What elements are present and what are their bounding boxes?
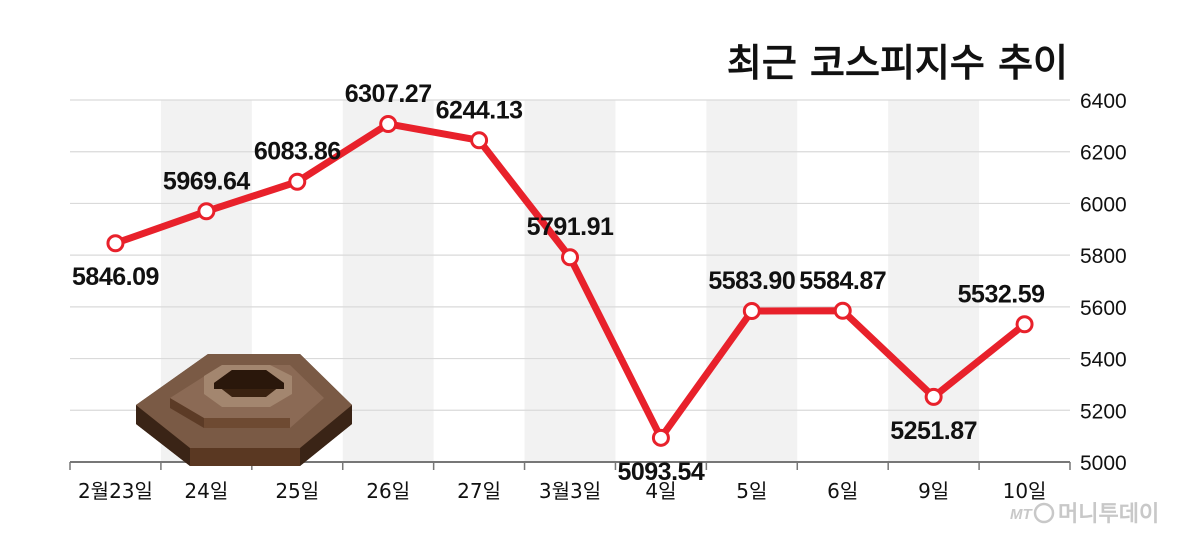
x-tick-label: 24일 [184,479,228,503]
data-label: 5846.09 [72,263,159,291]
y-tick-label: 5200 [1080,400,1127,423]
data-point [924,387,943,406]
data-point [651,428,670,447]
x-axis-ticks: 2월23일 24일 25일 26일 27일 3월3일 4일 5일 6일 9일 10일 [69,462,1071,503]
data-point [288,172,307,191]
data-point [833,301,852,320]
y-tick-label: 5800 [1080,245,1127,268]
data-label: 6083.86 [254,138,341,166]
data-label: 5093.54 [617,458,704,486]
watermark-circle-icon [1033,502,1055,524]
chart-title: 최근 코스피지수 추이 [727,41,1068,85]
data-label: 5532.59 [958,280,1045,308]
x-tick-label: 10일 [1003,479,1047,503]
column-band [524,100,616,462]
x-tick-label: 5일 [736,479,767,503]
x-tick-label: 2월23일 [78,479,153,503]
data-label: 5583.90 [708,267,795,295]
column-band [706,100,798,462]
y-axis-ticks: 5000 5200 5400 5600 5800 6000 6200 6400 [1080,90,1127,475]
x-tick-label: 26일 [366,479,410,503]
y-tick-label: 6400 [1080,90,1127,113]
data-point [379,114,398,133]
x-tick-label: 3월3일 [539,479,601,503]
data-point [561,248,579,267]
y-tick-label: 6000 [1080,193,1127,216]
hexagon-nut-icon [136,354,352,466]
data-label: 6307.27 [345,80,432,108]
data-label: 6244.13 [436,96,523,124]
data-point [197,202,216,221]
x-tick-label: 4일 [645,479,676,503]
data-label: 5584.87 [799,267,886,295]
y-tick-label: 6200 [1080,142,1127,165]
x-tick-label: 9일 [918,479,949,503]
data-label: 5969.64 [163,167,250,195]
data-point [1015,315,1034,334]
data-point [470,131,489,150]
data-label: 5791.91 [527,213,614,241]
y-tick-label: 5000 [1080,452,1127,475]
y-tick-label: 5400 [1080,349,1127,372]
x-tick-label: 27일 [457,479,501,503]
data-label: 5251.87 [890,417,977,445]
data-points [106,114,1034,447]
watermark-text: 머니투데이 [1058,502,1159,527]
x-tick-label: 6일 [827,479,858,503]
column-band [342,100,434,462]
data-point [742,302,761,321]
watermark-logo: MT [1010,506,1033,523]
data-point [106,234,125,253]
y-tick-label: 5600 [1080,297,1127,320]
x-tick-label: 25일 [275,479,319,503]
watermark: MT 머니투데이 [1010,502,1159,527]
